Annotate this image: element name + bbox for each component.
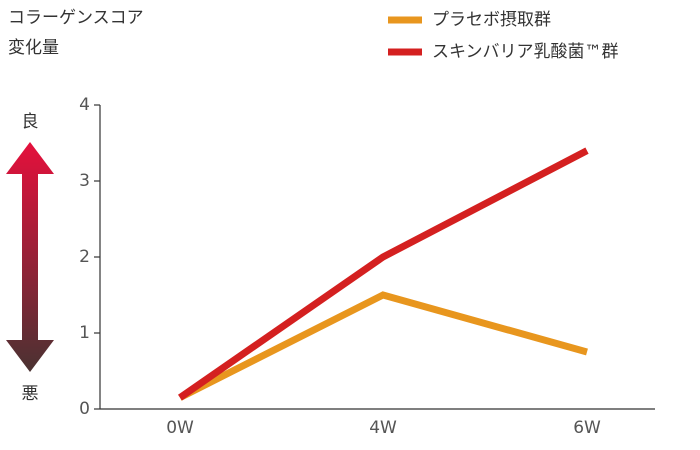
annotation-bad: 悪	[22, 384, 39, 404]
direction-arrow	[6, 142, 54, 372]
y-tick-label: 1	[79, 323, 90, 343]
annotation-good: 良	[22, 112, 39, 132]
legend-label: スキンバリア乳酸菌™群	[432, 42, 619, 62]
y-tick-label: 3	[79, 171, 90, 191]
chart-title: コラーゲンスコア	[8, 8, 144, 28]
legend-label: プラセボ摂取群	[432, 10, 551, 30]
x-tick-label: 4W	[369, 418, 397, 438]
y-tick-label: 0	[79, 399, 90, 419]
series-line	[178, 147, 589, 401]
y-tick-label: 4	[79, 95, 90, 115]
chart-subtitle: 変化量	[8, 38, 59, 58]
series-line	[178, 291, 588, 401]
x-tick-label: 0W	[166, 418, 194, 438]
y-tick-label: 2	[79, 247, 90, 267]
x-tick-label: 6W	[573, 418, 601, 438]
